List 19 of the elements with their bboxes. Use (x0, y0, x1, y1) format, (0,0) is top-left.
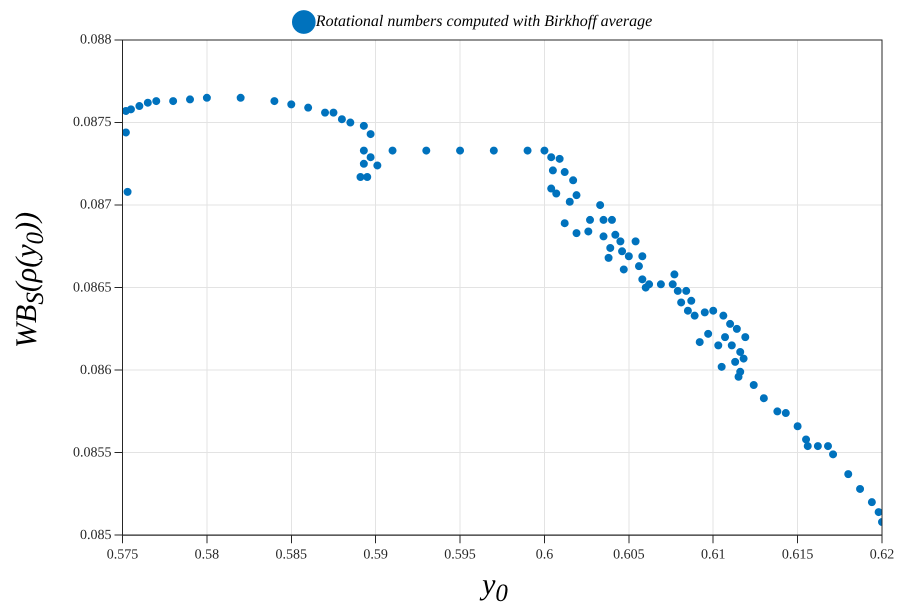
x-axis-title: y$_{0}$ (482, 568, 508, 606)
x-tick-label: 0.61 (700, 547, 726, 562)
x-tick-label: 0.595 (444, 547, 476, 562)
x-tick-label: 0.575 (106, 547, 138, 562)
x-tick-label: 0.605 (613, 547, 645, 562)
x-tick-label: 0.62 (870, 547, 894, 562)
x-tick-label: 0.59 (363, 547, 388, 562)
y-tick-label: 0.088 (80, 32, 112, 48)
y-tick-label: 0.086 (80, 362, 112, 378)
x-tick-label: 0.58 (194, 547, 220, 562)
legend-label: Rotational numbers computed with Birkhoff average (314, 13, 652, 30)
y-tick-label: 0.0855 (73, 445, 112, 460)
x-tick-label: 0.585 (276, 547, 308, 562)
y-tick-label: 0.0865 (73, 280, 112, 296)
x-tick-label: 0.6 (536, 547, 554, 562)
y-tick-label: 0.0875 (73, 115, 112, 130)
x-tick-label: 0.615 (782, 547, 814, 562)
y-tick-label: 0.087 (80, 198, 112, 213)
y-tick-label: 0.085 (80, 528, 112, 543)
